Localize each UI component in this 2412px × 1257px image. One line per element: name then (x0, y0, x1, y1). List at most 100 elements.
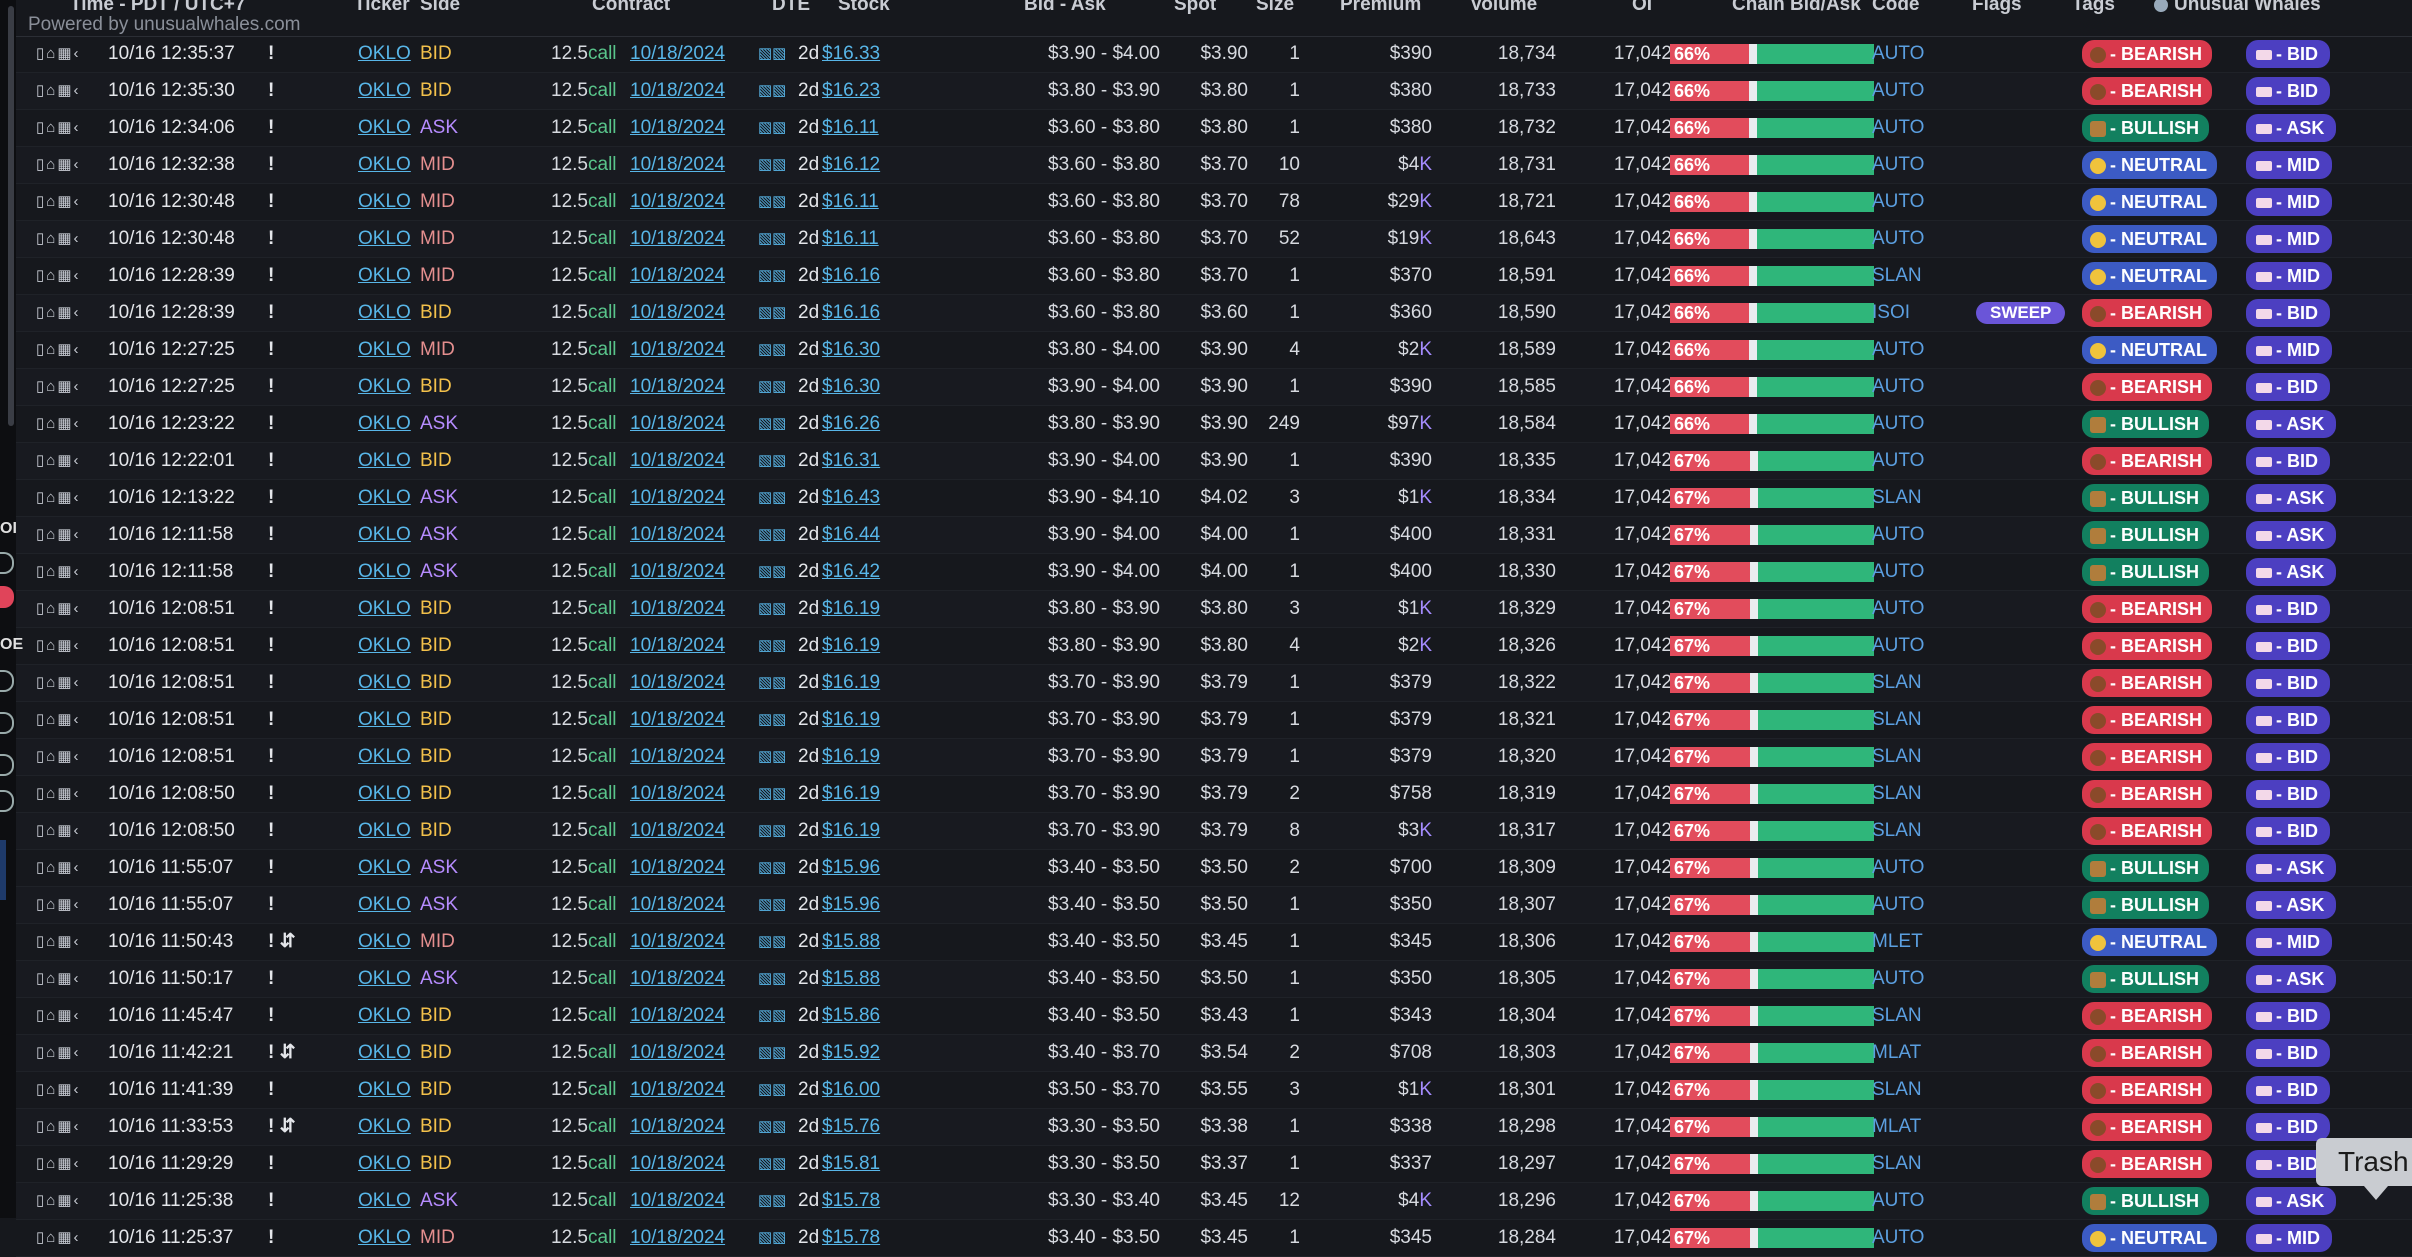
header-spot[interactable]: Spot (1174, 0, 1217, 15)
bell-icon[interactable]: ⌂ (46, 119, 58, 136)
bookmark-icon[interactable]: ▯ (36, 1229, 47, 1246)
stock-price-link[interactable]: $15.86 (822, 1005, 881, 1026)
share-icon[interactable]: ‹ (73, 1044, 81, 1061)
ticker-link[interactable]: OKLO (358, 265, 411, 286)
expiry-link[interactable]: 10/18/2024 (630, 339, 726, 360)
header-contract[interactable]: Contract (592, 0, 671, 15)
sentiment-tag[interactable]: - BULLISH (2082, 965, 2209, 993)
expiry-link[interactable]: 10/18/2024 (630, 413, 726, 434)
trash-icon[interactable]: ▦ (57, 156, 74, 173)
bell-icon[interactable]: ⌂ (46, 193, 58, 210)
stock-price-link[interactable]: $16.19 (822, 820, 881, 841)
share-icon[interactable]: ‹ (73, 711, 81, 728)
expiry-link[interactable]: 10/18/2024 (630, 43, 726, 64)
side-tag[interactable]: - ASK (2246, 854, 2337, 882)
side-tag[interactable]: - BID (2246, 743, 2330, 771)
expiry-link[interactable]: 10/18/2024 (630, 635, 726, 656)
sentiment-tag[interactable]: - BULLISH (2082, 891, 2209, 919)
trash-icon[interactable]: ▦ (57, 341, 74, 358)
expiry-link[interactable]: 10/18/2024 (630, 265, 726, 286)
chart-bars-icon[interactable]: ▧▧ (758, 785, 787, 802)
table-row[interactable]: ▯⌂▦‹ 10/16 12:08:51! OKLO BID 12.5 call 10/18/… (16, 591, 2412, 628)
table-row[interactable]: ▯⌂▦‹ 10/16 12:13:22! OKLO ASK 12.5 call 10/18/… (16, 480, 2412, 517)
table-row[interactable]: ▯⌂▦‹ 10/16 12:22:01! OKLO BID 12.5 call 10/18/… (16, 443, 2412, 480)
expiry-link[interactable]: 10/18/2024 (630, 1153, 726, 1174)
chart-bars-icon[interactable]: ▧▧ (758, 1044, 787, 1061)
side-tag[interactable]: - ASK (2246, 114, 2337, 142)
side-tag[interactable]: - BID (2246, 706, 2330, 734)
stock-price-link[interactable]: $16.19 (822, 783, 881, 804)
radio-option[interactable] (0, 790, 14, 812)
table-row[interactable]: ▯⌂▦‹ 10/16 11:33:53 ! ⇵ OKLO BID 12.5 call 10/1… (16, 1109, 2412, 1146)
stock-price-link[interactable]: $16.19 (822, 598, 881, 619)
table-row[interactable]: ▯⌂▦‹ 10/16 12:28:39! OKLO BID 12.5 call 10/18/… (16, 295, 2412, 332)
trash-icon[interactable]: ▦ (57, 193, 74, 210)
trash-icon[interactable]: ▦ (57, 748, 74, 765)
sentiment-tag[interactable]: - NEUTRAL (2082, 262, 2217, 290)
bell-icon[interactable]: ⌂ (46, 1044, 58, 1061)
header-dte[interactable]: DTE (772, 0, 810, 15)
bookmark-icon[interactable]: ▯ (36, 1155, 47, 1172)
side-tag[interactable]: - MID (2246, 928, 2332, 956)
sentiment-tag[interactable]: - NEUTRAL (2082, 1224, 2217, 1252)
stock-price-link[interactable]: $15.92 (822, 1042, 881, 1063)
expiry-link[interactable]: 10/18/2024 (630, 968, 726, 989)
bell-icon[interactable]: ⌂ (46, 45, 58, 62)
sentiment-tag[interactable]: - BEARISH (2082, 1150, 2213, 1178)
bell-icon[interactable]: ⌂ (46, 1081, 58, 1098)
side-tag[interactable]: - BID (2246, 77, 2330, 105)
expiry-link[interactable]: 10/18/2024 (630, 1005, 726, 1026)
side-tag[interactable]: - MID (2246, 336, 2332, 364)
share-icon[interactable]: ‹ (73, 1081, 81, 1098)
trash-icon[interactable]: ▦ (57, 896, 74, 913)
chart-bars-icon[interactable]: ▧▧ (758, 1007, 787, 1024)
table-row[interactable]: ▯⌂▦‹ 10/16 11:41:39! OKLO BID 12.5 call 10/18/… (16, 1072, 2412, 1109)
expiry-link[interactable]: 10/18/2024 (630, 117, 726, 138)
share-icon[interactable]: ‹ (73, 748, 81, 765)
side-tag[interactable]: - ASK (2246, 965, 2337, 993)
share-icon[interactable]: ‹ (73, 526, 81, 543)
stock-price-link[interactable]: $16.42 (822, 561, 881, 582)
radio-option[interactable] (0, 670, 14, 692)
sentiment-tag[interactable]: - BULLISH (2082, 558, 2209, 586)
share-icon[interactable]: ‹ (73, 82, 81, 99)
trash-icon[interactable]: ▦ (57, 1229, 74, 1246)
table-row[interactable]: ▯⌂▦‹ 10/16 12:35:30! OKLO BID 12.5 call 10/18/… (16, 73, 2412, 110)
stock-price-link[interactable]: $16.43 (822, 487, 881, 508)
table-row[interactable]: ▯⌂▦‹ 10/16 11:45:47! OKLO BID 12.5 call 10/18/… (16, 998, 2412, 1035)
bell-icon[interactable]: ⌂ (46, 1229, 58, 1246)
share-icon[interactable]: ‹ (73, 230, 81, 247)
trash-icon[interactable]: ▦ (57, 378, 74, 395)
table-row[interactable]: ▯⌂▦‹ 10/16 11:50:43 ! ⇵ OKLO MID 12.5 call 10/1… (16, 924, 2412, 961)
sentiment-tag[interactable]: - BEARISH (2082, 1002, 2213, 1030)
share-icon[interactable]: ‹ (73, 896, 81, 913)
expiry-link[interactable]: 10/18/2024 (630, 931, 726, 952)
stock-price-link[interactable]: $15.96 (822, 894, 881, 915)
bell-icon[interactable]: ⌂ (46, 1007, 58, 1024)
radio-option[interactable] (0, 552, 14, 574)
share-icon[interactable]: ‹ (73, 563, 81, 580)
share-icon[interactable]: ‹ (73, 1192, 81, 1209)
share-icon[interactable]: ‹ (73, 637, 81, 654)
bell-icon[interactable]: ⌂ (46, 785, 58, 802)
sentiment-tag[interactable]: - BEARISH (2082, 77, 2213, 105)
bell-icon[interactable]: ⌂ (46, 341, 58, 358)
share-icon[interactable]: ‹ (73, 415, 81, 432)
side-tag[interactable]: - ASK (2246, 410, 2337, 438)
bell-icon[interactable]: ⌂ (46, 748, 58, 765)
header-size[interactable]: Size (1256, 0, 1295, 15)
header-ticker[interactable]: Ticker (354, 0, 410, 15)
chart-bars-icon[interactable]: ▧▧ (758, 896, 787, 913)
table-row[interactable]: ▯⌂▦‹ 10/16 11:55:07! OKLO ASK 12.5 call 10/18/… (16, 850, 2412, 887)
expiry-link[interactable]: 10/18/2024 (630, 191, 726, 212)
bell-icon[interactable]: ⌂ (46, 267, 58, 284)
share-icon[interactable]: ‹ (73, 119, 81, 136)
share-icon[interactable]: ‹ (73, 304, 81, 321)
bookmark-icon[interactable]: ▯ (36, 1044, 47, 1061)
stock-price-link[interactable]: $15.78 (822, 1227, 881, 1248)
stock-price-link[interactable]: $15.96 (822, 857, 881, 878)
stock-price-link[interactable]: $16.44 (822, 524, 881, 545)
side-tag[interactable]: - MID (2246, 225, 2332, 253)
sentiment-tag[interactable]: - BEARISH (2082, 706, 2213, 734)
bookmark-icon[interactable]: ▯ (36, 822, 47, 839)
